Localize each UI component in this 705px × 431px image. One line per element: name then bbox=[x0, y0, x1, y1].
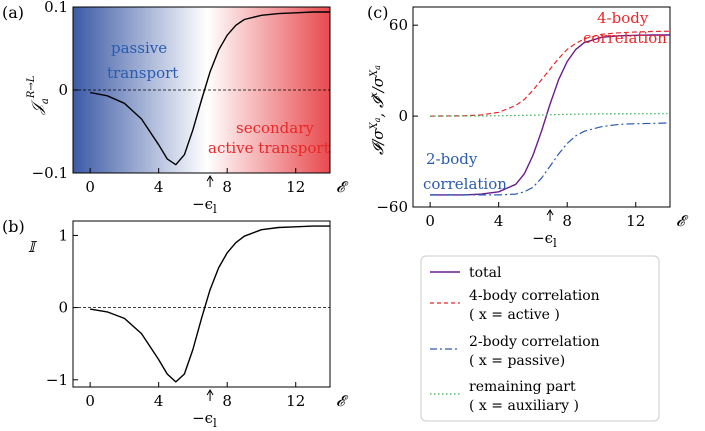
x-tick-label: 8 bbox=[562, 212, 572, 230]
y-tick-label: 0 bbox=[58, 299, 68, 317]
legend-frame bbox=[420, 255, 660, 422]
panel-b: (b) 𝕀 0 4 8 12 𝓔 −ϵl 1 0 −1 bbox=[2, 217, 349, 430]
marker-label: −ϵl bbox=[532, 229, 557, 250]
legend-sublabel-2body: ( x = passive) bbox=[469, 353, 565, 369]
panel-b-ylabel: 𝕀 bbox=[28, 238, 38, 256]
panel-b-frame bbox=[72, 220, 331, 388]
annotation-passive: passive bbox=[111, 39, 167, 57]
panel-c-frame bbox=[412, 6, 671, 208]
x-tick-label: 12 bbox=[286, 392, 305, 410]
y-tick-label: 0 bbox=[58, 81, 68, 99]
y-tick-label: 60 bbox=[389, 16, 408, 34]
x-tick-label: 4 bbox=[154, 178, 164, 196]
series-line-main bbox=[89, 225, 330, 383]
annotation-active-transport: active transport bbox=[208, 139, 330, 157]
panel-c: (c) 𝓘/σXa, 𝓘x/σXa 0 4 8 12 𝓔 −ϵl 60 0 −60 4-body… bbox=[367, 3, 689, 250]
marker-label: −ϵl bbox=[192, 195, 217, 216]
marker-label: −ϵl bbox=[192, 409, 217, 430]
legend-label-remaining: remaining part bbox=[469, 379, 576, 395]
y-tick-label: 1 bbox=[58, 226, 68, 244]
panel-a: (a) 𝒥aR→L 0 4 8 12 𝓔 −ϵl 0.1 0 −0.1 passive tran… bbox=[2, 0, 349, 216]
series-line-4-body-correlation bbox=[430, 30, 671, 117]
y-tick-label: 0.1 bbox=[44, 0, 68, 16]
x-tick-label: 4 bbox=[494, 212, 504, 230]
annotation-4body-line1: 4-body bbox=[597, 9, 649, 27]
x-tick-label: 12 bbox=[286, 178, 305, 196]
y-tick-label: −0.1 bbox=[32, 164, 68, 182]
panel-b-label: (b) bbox=[2, 217, 25, 236]
series-line-main bbox=[89, 11, 330, 166]
marker-arrowhead bbox=[206, 389, 214, 396]
legend-sublabel-remaining: ( x = auxiliary ) bbox=[469, 398, 579, 414]
x-axis-label: 𝓔 bbox=[676, 212, 689, 230]
x-tick-label: 0 bbox=[85, 178, 95, 196]
legend-sublabel-4body: ( x = active ) bbox=[469, 307, 560, 323]
legend-label-4body: 4-body correlation bbox=[469, 288, 600, 304]
panel-a-ylabel: 𝒥aR→L bbox=[26, 75, 51, 115]
x-tick-label: 0 bbox=[85, 392, 95, 410]
series-line-total bbox=[430, 34, 670, 196]
annotation-transport: transport bbox=[107, 64, 178, 82]
y-tick-label: 0 bbox=[398, 107, 408, 125]
x-tick-label: 8 bbox=[222, 392, 232, 410]
marker-arrowhead bbox=[546, 209, 554, 216]
x-tick-label: 12 bbox=[626, 212, 645, 230]
annotation-2body-line2: correlation bbox=[423, 175, 507, 193]
x-tick-label: 4 bbox=[154, 392, 164, 410]
x-axis-label: 𝓔 bbox=[336, 178, 349, 196]
panel-a-label: (a) bbox=[2, 3, 24, 22]
legend: total 4-body correlation ( x = active ) … bbox=[420, 255, 660, 422]
panel-c-label: (c) bbox=[367, 3, 388, 22]
annotation-secondary: secondary bbox=[236, 119, 314, 137]
marker-arrowhead bbox=[206, 175, 214, 182]
y-tick-label: −1 bbox=[46, 371, 68, 389]
panel-c-ylabel: 𝓘/σXa, 𝓘x/σXa bbox=[369, 65, 387, 155]
series-line-remaining-part bbox=[430, 113, 670, 117]
annotation-2body-line1: 2-body bbox=[426, 150, 478, 168]
x-tick-label: 0 bbox=[425, 212, 435, 230]
x-axis-label: 𝓔 bbox=[336, 392, 349, 410]
annotation-4body-line2: correlation bbox=[583, 29, 667, 47]
y-tick-label: −60 bbox=[376, 198, 408, 216]
legend-label-total: total bbox=[469, 265, 502, 281]
legend-label-2body: 2-body correlation bbox=[469, 334, 600, 350]
series-line-2-body-correlation bbox=[430, 122, 671, 196]
x-tick-label: 8 bbox=[222, 178, 232, 196]
